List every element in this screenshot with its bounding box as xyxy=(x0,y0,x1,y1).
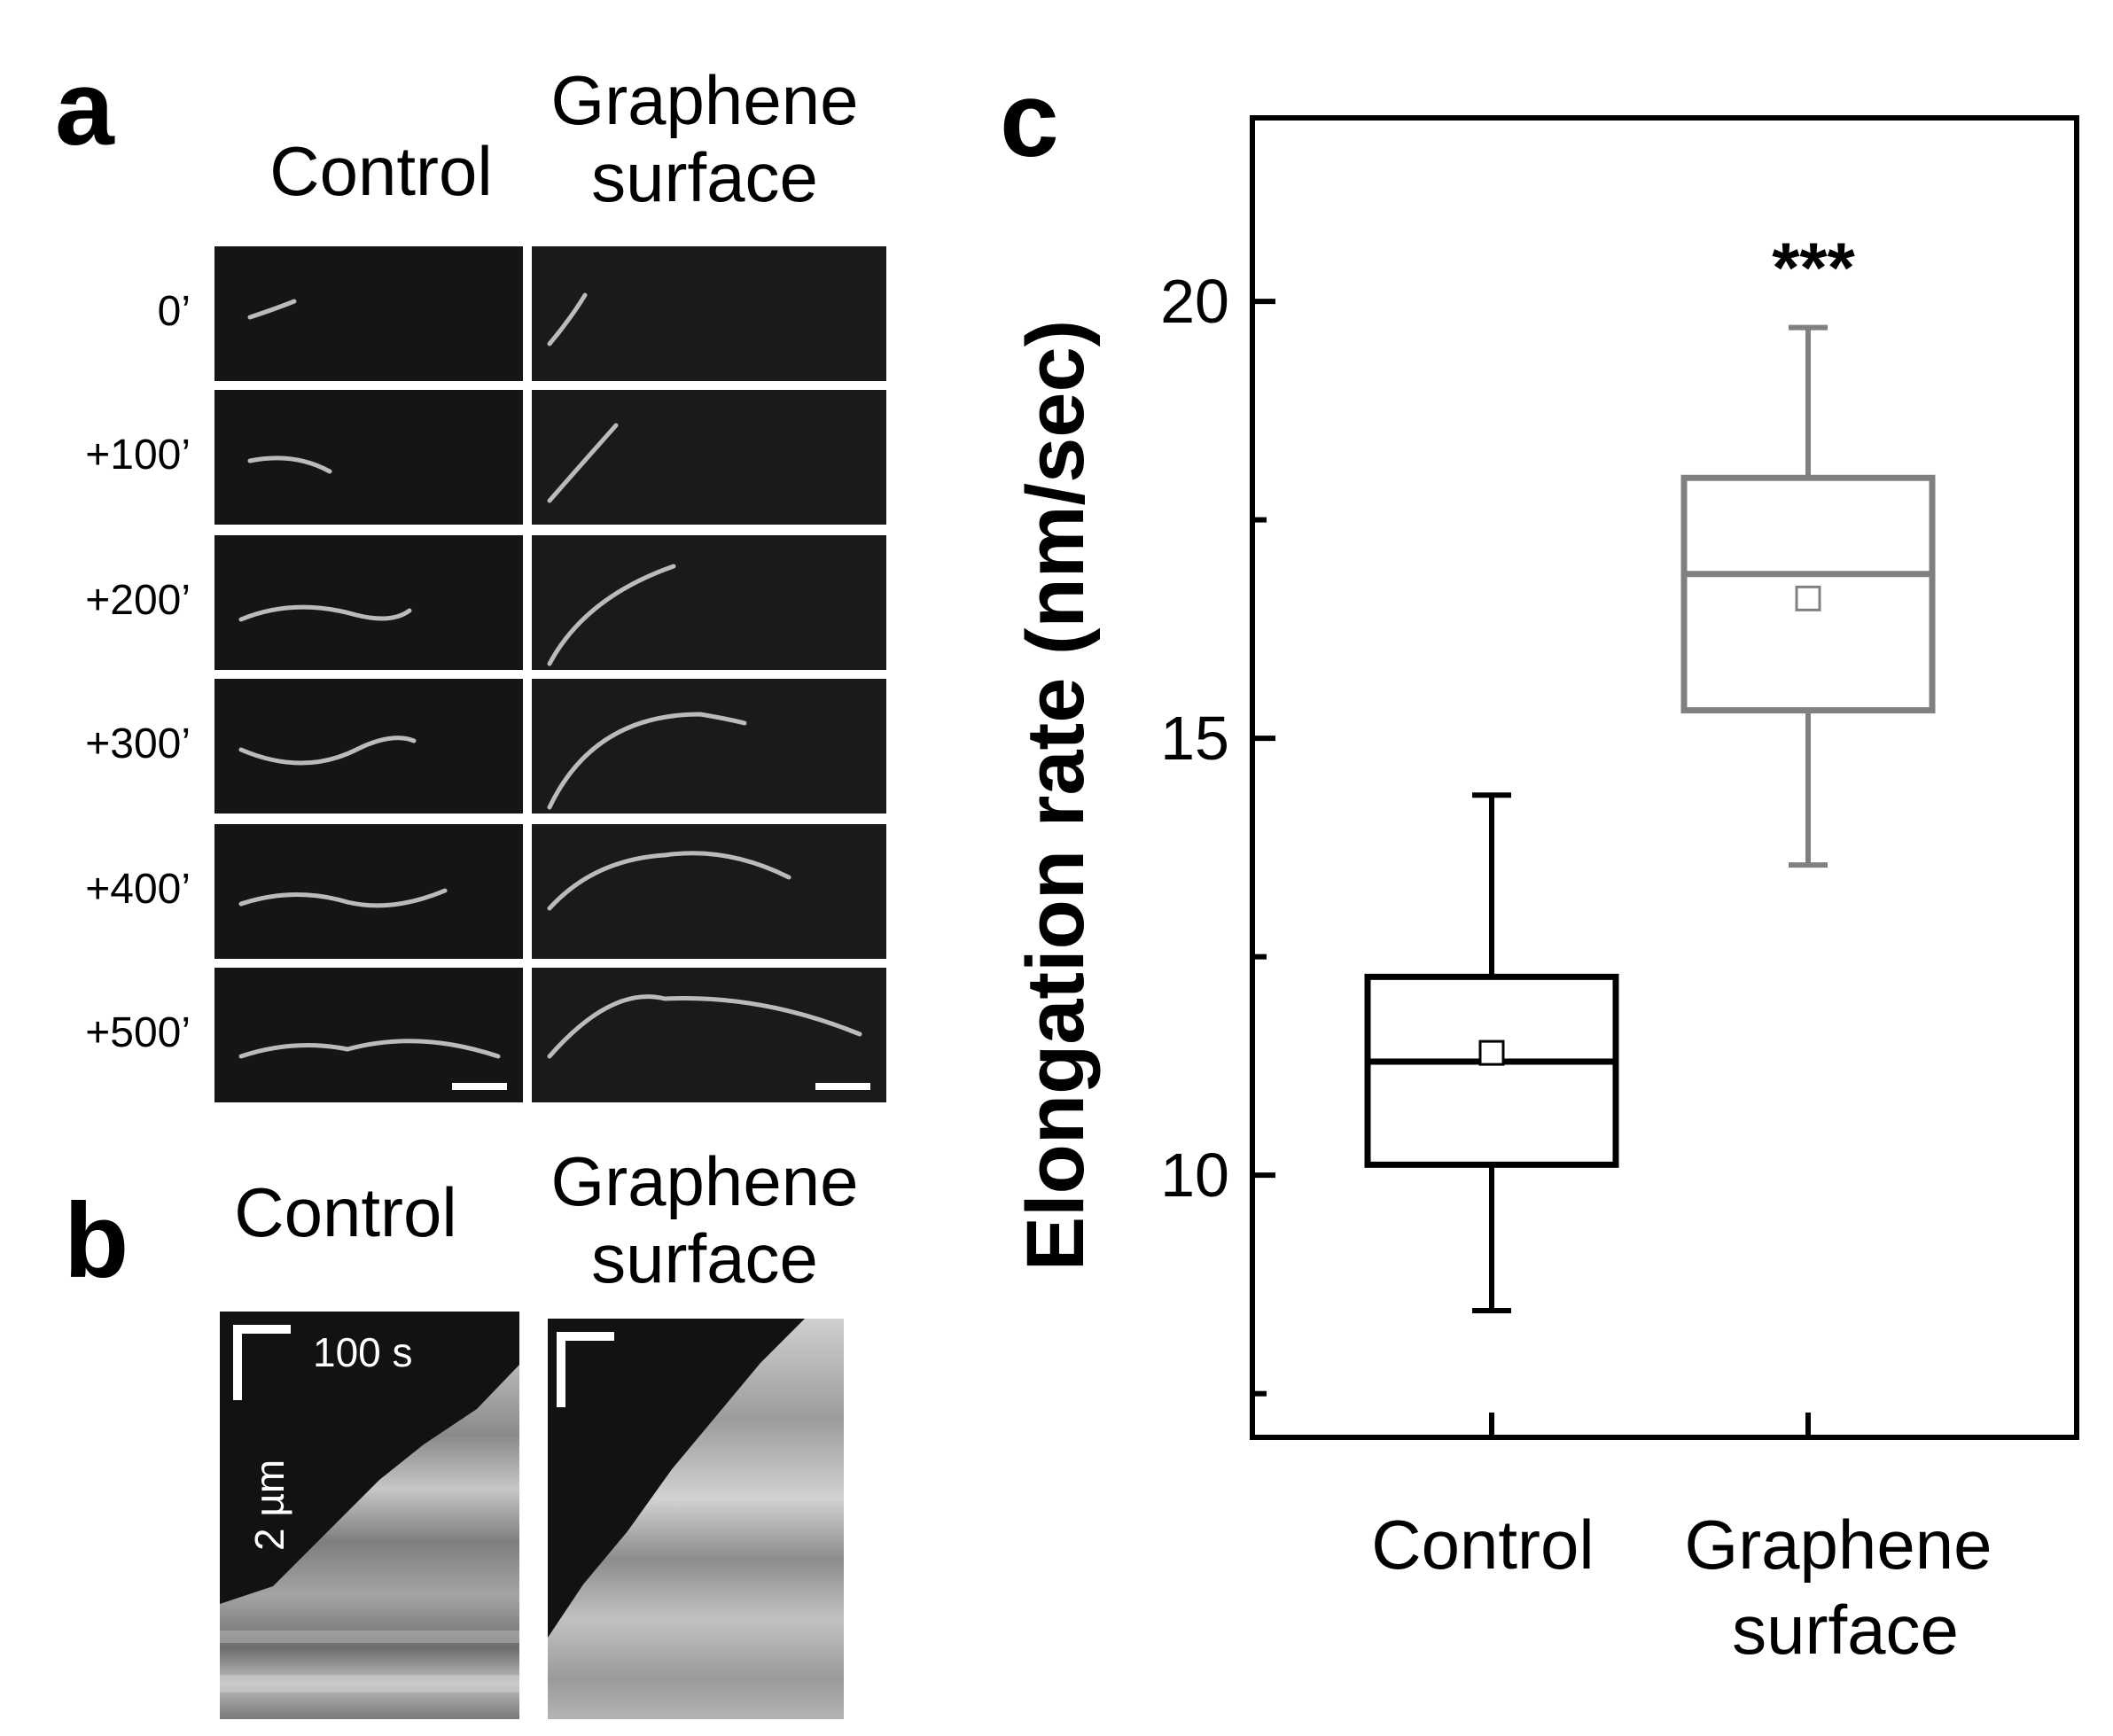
y-tick-label: 20 xyxy=(1160,267,1229,336)
time-label: +500’ xyxy=(85,1009,191,1056)
mean-marker xyxy=(1795,585,1821,611)
micrograph-graphene xyxy=(532,824,886,959)
micrograph-control xyxy=(214,824,523,959)
panel-a-graphene-heading-line2: surface xyxy=(591,138,818,217)
time-label: +300’ xyxy=(85,720,191,767)
panel-b-control-heading: Control xyxy=(234,1173,457,1251)
panel-b-letter: b xyxy=(64,1181,129,1300)
scale-bar-icon xyxy=(815,1083,870,1090)
micrograph-control xyxy=(214,679,523,814)
y-tick-label: 15 xyxy=(1160,704,1229,773)
micrograph-control xyxy=(214,968,523,1102)
filament-trace xyxy=(547,564,676,666)
filament-trace xyxy=(247,455,332,474)
kymograph-graphene-signal xyxy=(548,1319,844,1719)
kymograph-control-signal xyxy=(220,1365,519,1719)
micrograph-graphene xyxy=(532,246,886,381)
time-label: +100’ xyxy=(85,432,191,479)
micrograph-control xyxy=(214,390,523,525)
panel-a-letter: a xyxy=(55,49,114,167)
panel-a-graphene-heading-line1: Graphene xyxy=(550,61,859,139)
x-category-label-line2: surface xyxy=(1732,1591,1959,1669)
scale-bar-icon xyxy=(233,1325,291,1400)
x-category-label: Graphene xyxy=(1685,1506,1992,1584)
kymograph-control: 100 s 2 µm xyxy=(220,1312,519,1719)
filament-trace xyxy=(547,994,862,1059)
kymograph-graphene xyxy=(548,1319,844,1719)
significance-annotation: *** xyxy=(1772,229,1855,307)
filament-trace xyxy=(238,604,412,622)
filament-trace xyxy=(238,888,448,908)
box-iqr xyxy=(1364,973,1619,1168)
panel-b-graphene-heading-line1: Graphene xyxy=(550,1142,859,1220)
filament-trace xyxy=(247,299,297,320)
time-label: +400’ xyxy=(85,866,191,913)
x-category-label: Control xyxy=(1371,1506,1594,1584)
filament-trace xyxy=(547,851,791,911)
y-axis-label: Elongation rate (nm/sec) xyxy=(1010,320,1101,1272)
time-label: +200’ xyxy=(85,577,191,624)
micrograph-control xyxy=(214,246,523,381)
micrograph-graphene xyxy=(532,390,886,525)
mean-marker xyxy=(1478,1039,1505,1066)
scale-bar-icon xyxy=(452,1083,507,1090)
micrograph-graphene xyxy=(532,968,886,1102)
micrograph-control xyxy=(214,535,523,670)
micrograph-graphene xyxy=(532,535,886,670)
plot-frame xyxy=(1250,115,2079,1440)
panel-a-graphene-heading: Graphene surface xyxy=(510,61,900,217)
micrograph-graphene xyxy=(532,679,886,814)
panel-b-graphene-heading-line2: surface xyxy=(591,1219,818,1298)
box-control xyxy=(1364,792,1619,1314)
box-graphene xyxy=(1680,324,1936,868)
y-tick-label: 10 xyxy=(1160,1140,1229,1210)
panel-a-control-heading: Control xyxy=(269,132,493,210)
time-label: 0’ xyxy=(157,288,191,335)
filament-trace xyxy=(547,292,588,346)
panel-c-letter: c xyxy=(1000,60,1059,179)
filament-trace xyxy=(238,736,417,766)
scale-label-length: 2 µm xyxy=(246,1460,292,1551)
panel-b-graphene-heading: Graphene surface xyxy=(510,1142,900,1298)
filament-trace xyxy=(547,712,747,810)
filament-trace xyxy=(238,1039,501,1059)
scale-bar-icon xyxy=(557,1332,614,1407)
scale-label-time: 100 s xyxy=(313,1329,413,1375)
filament-trace xyxy=(547,423,619,503)
